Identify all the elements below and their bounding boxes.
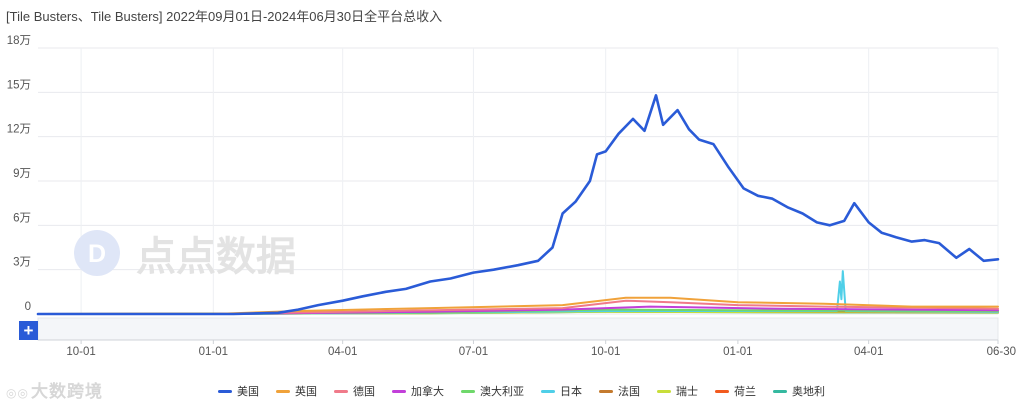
zoom-button-label[interactable]: + xyxy=(24,321,34,340)
legend-item[interactable]: 荷兰 xyxy=(715,383,756,399)
legend-swatch xyxy=(461,389,475,393)
x-tick-label: 07-01 xyxy=(459,346,488,358)
zoom-button-bg[interactable] xyxy=(19,321,38,340)
legend: 美国 英国 德国 加拿大 澳大利亚 日本 法国 瑞士 荷兰 奥地利 xyxy=(218,383,842,399)
watermark-logo-letter: D xyxy=(88,240,106,268)
watermark-bottom: ◎◎ 大数跨境 xyxy=(6,377,103,402)
legend-label: 澳大利亚 xyxy=(480,386,524,398)
legend-label: 瑞士 xyxy=(676,386,698,398)
x-tick-label: 04-01 xyxy=(328,346,357,358)
legend-swatch xyxy=(773,389,787,393)
zoom-button[interactable]: + xyxy=(19,321,38,340)
y-axis: 0 3万 6万 9万 12万 15万 18万 xyxy=(7,35,31,313)
legend-swatch xyxy=(218,389,232,393)
legend-label: 美国 xyxy=(237,386,259,398)
x-tick-label: 10-01 xyxy=(591,346,620,358)
legend-item[interactable]: 法国 xyxy=(599,383,640,399)
y-tick-label: 15万 xyxy=(7,79,31,91)
legend-label: 日本 xyxy=(560,386,582,398)
legend-item[interactable]: 澳大利亚 xyxy=(461,383,524,399)
y-tick-label: 3万 xyxy=(13,257,31,269)
legend-label: 加拿大 xyxy=(411,386,444,398)
watermark-logo-icon xyxy=(74,230,120,276)
watermark-center: D 点点数据 xyxy=(74,230,296,280)
legend-item[interactable]: 日本 xyxy=(541,383,582,399)
legend-item[interactable]: 加拿大 xyxy=(392,383,444,399)
legend-label: 英国 xyxy=(295,386,317,398)
series-line-1 xyxy=(36,94,1000,316)
legend-item[interactable]: 英国 xyxy=(276,383,317,399)
legend-item[interactable]: 美国 xyxy=(218,383,259,399)
legend-swatch xyxy=(715,389,729,393)
legend-label: 荷兰 xyxy=(734,386,756,398)
chart-svg: D 点点数据 0 3万 6万 9万 12万 15万 18万 + 10-01 01-01 04-0… xyxy=(7,35,1016,358)
legend-swatch xyxy=(541,389,555,393)
grid xyxy=(38,47,999,315)
legend-swatch xyxy=(657,389,671,393)
watermark-bottom-text: 大数跨境 xyxy=(30,382,103,401)
y-tick-label: 18万 xyxy=(7,35,31,47)
x-axis: 10-01 01-01 04-01 07-01 10-01 01-01 04-01 06-30 xyxy=(66,340,1016,358)
legend-swatch xyxy=(392,389,406,393)
legend-item[interactable]: 瑞士 xyxy=(657,383,698,399)
watermark-bottom-icon: ◎◎ xyxy=(6,386,29,400)
legend-swatch xyxy=(276,389,290,393)
y-tick-label: 0 xyxy=(25,301,31,313)
y-tick-label: 6万 xyxy=(13,212,31,224)
x-tick-label: 01-01 xyxy=(199,346,228,358)
series-group xyxy=(36,94,1000,316)
legend-item[interactable]: 德国 xyxy=(334,383,375,399)
x-tick-label: 04-01 xyxy=(854,346,883,358)
legend-label: 奥地利 xyxy=(792,386,825,398)
x-tick-label: 01-01 xyxy=(723,346,752,358)
x-tick-label: 06-30 xyxy=(987,346,1016,358)
y-tick-label: 12万 xyxy=(7,124,31,136)
legend-swatch xyxy=(599,389,613,393)
legend-label: 法国 xyxy=(618,386,640,398)
range-navigator[interactable] xyxy=(37,317,999,341)
watermark-text: 点点数据 xyxy=(136,234,296,280)
x-tick-label: 10-01 xyxy=(66,346,95,358)
y-tick-label: 9万 xyxy=(13,168,31,180)
navigator-track[interactable] xyxy=(37,317,999,341)
legend-label: 德国 xyxy=(353,386,375,398)
legend-item[interactable]: 奥地利 xyxy=(773,383,825,399)
chart-title: [Tile Busters、Tile Busters] 2022年09月01日-… xyxy=(6,9,443,24)
legend-swatch xyxy=(334,389,348,393)
